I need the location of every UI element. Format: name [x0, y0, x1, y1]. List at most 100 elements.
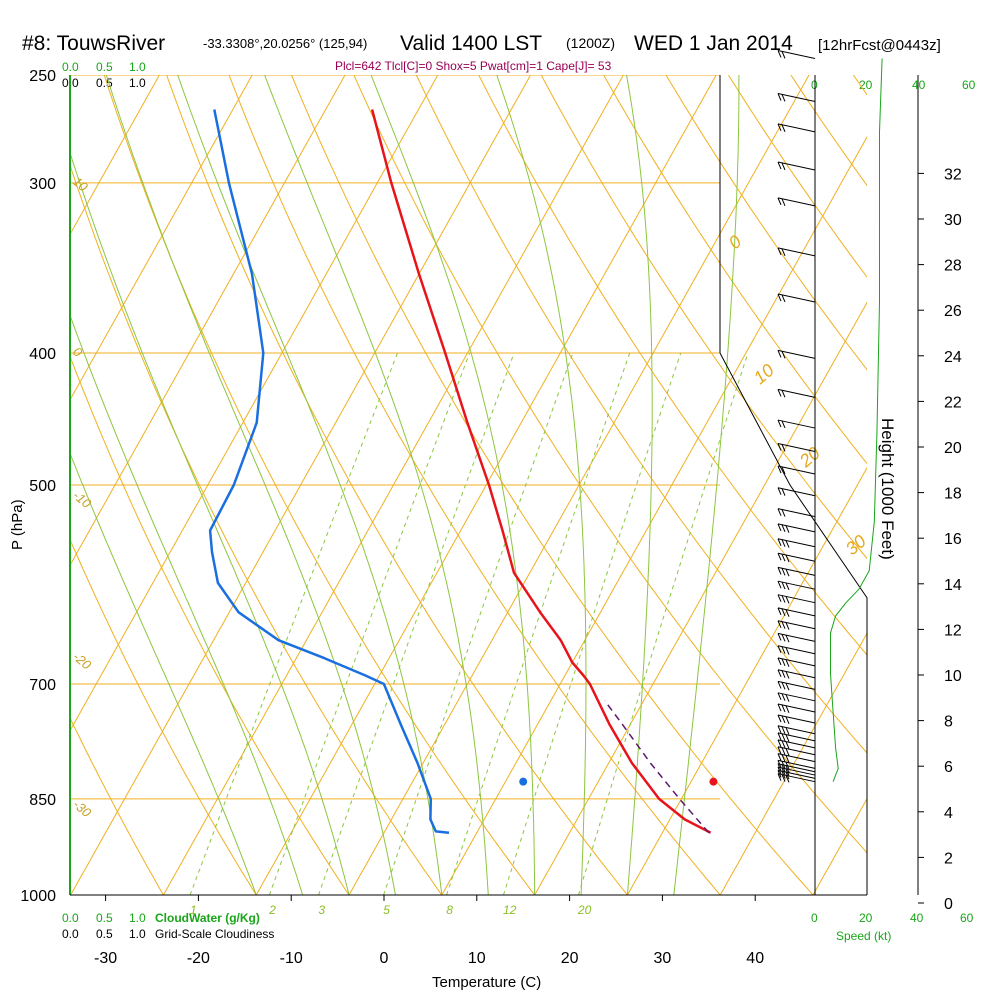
height-tick-label: 6: [944, 759, 953, 776]
p-tick-label: 250: [29, 68, 56, 85]
wind-barb-shaft: [777, 746, 816, 756]
wind-barb: [777, 703, 816, 714]
wind-barb-flag: [781, 539, 786, 547]
wind-barb-flag: [785, 568, 790, 577]
surface-dewpoint-dot: [519, 777, 528, 786]
p-tick-label: 300: [29, 176, 56, 193]
wind-barb-flag: [781, 726, 786, 734]
wind-barb-flag: [777, 770, 782, 778]
wind-barb: [777, 680, 816, 691]
wind-barb-flag: [781, 670, 786, 678]
dry-adiabat-line: [540, 75, 867, 560]
wind-barb: [777, 49, 816, 59]
wind-barb-flag: [777, 350, 782, 358]
wind-barb-flag: [785, 775, 790, 783]
isotherm-line: [441, 136, 867, 895]
height-tick-label: 4: [944, 805, 953, 822]
x-tick-label: -30: [94, 950, 117, 967]
wind-barb-flag: [781, 767, 786, 776]
moist-adiabat-line: [673, 75, 740, 895]
wind-barb-flag: [781, 704, 786, 713]
wind-barb-flag: [781, 608, 786, 616]
svg-text:60: 60: [960, 911, 974, 925]
height-tick-label: 14: [944, 577, 962, 594]
svg-text:CloudWater (g/Kg): CloudWater (g/Kg): [155, 911, 260, 925]
wind-barb-flag: [777, 123, 782, 132]
wind-barb-flag: [781, 764, 786, 772]
wind-barb: [777, 746, 816, 756]
wind-barb-flag: [777, 93, 782, 101]
wind-barb-flag: [785, 765, 790, 773]
wind-barb-shaft: [777, 607, 816, 617]
wind-barb-flag: [777, 753, 782, 761]
wind-barb-flag: [781, 420, 786, 429]
wind-barb-flag: [781, 693, 786, 701]
height-tick-label: 16: [944, 531, 962, 548]
wind-barb-flag: [785, 659, 790, 667]
wind-barb-flag: [781, 646, 786, 654]
dry-adiabat-line: [291, 75, 814, 895]
wind-barb-shaft: [777, 419, 816, 429]
wind-barb: [777, 632, 816, 643]
wind-barb-flag: [777, 567, 782, 575]
wind-barb-flag: [785, 609, 790, 617]
height-tick-label: 12: [944, 622, 962, 639]
wind-barb-flag: [781, 621, 786, 629]
thermo-grid: [70, 75, 867, 895]
moist-adiabat-line: [70, 451, 257, 895]
wind-barb-shaft: [777, 753, 816, 763]
wind-barb-flag: [777, 645, 782, 653]
wind-barb-flag: [777, 633, 782, 641]
wind-barb-flag: [785, 716, 790, 724]
p-tick-label: 1000: [20, 888, 56, 905]
cloudiness-scale-top: 0.0 0.5 1.0: [62, 76, 146, 90]
height-tick-label: 10: [944, 668, 962, 685]
wind-barb-shaft: [777, 714, 816, 724]
wind-barb-flag: [785, 771, 790, 780]
wind-barb-flag: [781, 94, 786, 102]
svg-text:0.5: 0.5: [96, 927, 113, 941]
wind-barb-flag: [785, 734, 790, 742]
wind-barb: [777, 759, 816, 770]
svg-text:60: 60: [962, 78, 976, 92]
moist-adiabat-line: [70, 151, 350, 895]
wind-barb-flag: [777, 739, 782, 748]
moist-adiabat-line: [496, 75, 587, 895]
mixing-ratio-label: 5: [383, 903, 390, 917]
dry-adiabat-line: [70, 716, 164, 895]
wind-barb-flag: [781, 658, 786, 666]
wind-barb: [777, 669, 816, 679]
p-tick-label: 850: [29, 792, 56, 809]
wind-barb-shaft: [777, 93, 816, 102]
wind-barb-flag: [785, 748, 790, 756]
svg-text:Grid-Scale Cloudiness: Grid-Scale Cloudiness: [155, 927, 274, 941]
isotherm-line: [162, 75, 624, 895]
wind-barb-flag: [781, 568, 786, 576]
wind-barb-shaft: [777, 123, 816, 133]
wind-barb-flag: [777, 197, 782, 206]
wind-barb: [777, 566, 816, 577]
wind-barb-shaft: [777, 388, 816, 398]
wind-barb-flag: [785, 705, 790, 714]
isotherm-label: 10: [750, 360, 778, 388]
moist-adiabat-line: [105, 75, 396, 895]
left-isotherm-label: -30: [70, 797, 95, 821]
wind-barb-flag: [785, 741, 790, 749]
wind-barb-flag: [781, 733, 786, 741]
wind-barb-flag: [777, 247, 782, 256]
wind-barb-shaft: [777, 769, 816, 779]
wind-barb-shaft: [777, 620, 816, 630]
svg-text:0.5: 0.5: [96, 911, 113, 925]
station-title: #8: TouwsRiver: [22, 32, 165, 55]
x-tick-label: 40: [746, 950, 764, 967]
station-coords: -33.3308°,20.0256° (125,94): [203, 36, 367, 51]
wind-barb-flag: [781, 553, 786, 562]
wind-barb: [777, 773, 816, 783]
wind-barb-flag: [781, 754, 786, 762]
moist-adiabat-line: [370, 75, 536, 895]
wind-barb-flag: [781, 747, 786, 755]
wind-barb: [777, 93, 816, 102]
wind-barb: [777, 607, 816, 617]
wind-barb: [777, 620, 816, 630]
